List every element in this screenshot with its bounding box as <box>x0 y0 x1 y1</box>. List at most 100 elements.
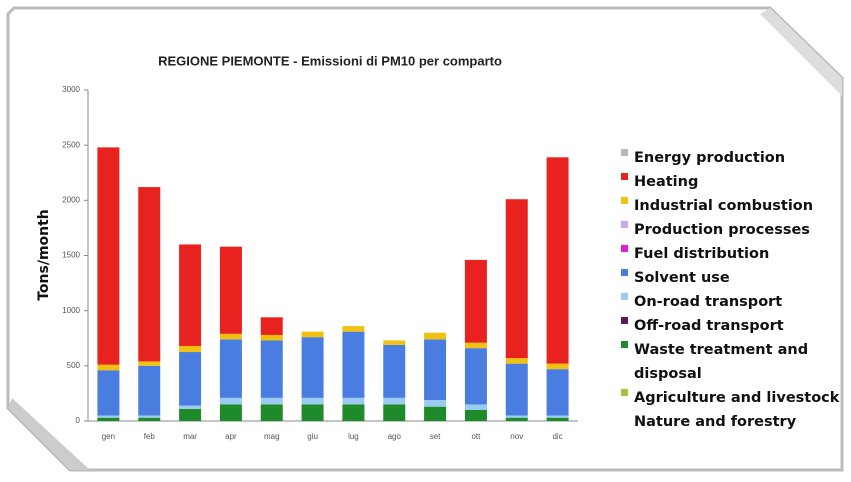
legend-swatch <box>621 317 628 324</box>
bar-segment <box>546 417 569 421</box>
bar-segment <box>342 404 365 421</box>
legend-item: Fuel distribution <box>621 242 851 266</box>
legend: Energy production Heating Industrial combu… <box>621 146 851 434</box>
bar-segment <box>260 334 283 341</box>
bar-segment <box>424 332 447 340</box>
y-tick-label: 0 <box>76 416 81 425</box>
bar-segment <box>219 404 242 421</box>
legend-label: Heating <box>634 174 699 190</box>
bar-segment <box>97 370 120 416</box>
legend-item: On-road transport <box>621 290 851 314</box>
bar-segment <box>138 415 161 418</box>
frame <box>6 6 844 472</box>
legend-item: Production processes <box>621 218 851 242</box>
legend-item: Solvent use <box>621 266 851 290</box>
bar-segment <box>301 397 324 405</box>
y-tick-label: 1000 <box>62 306 80 315</box>
x-tick-label: lug <box>348 432 359 441</box>
bar-segment <box>383 340 406 345</box>
bar-segment <box>464 259 487 343</box>
bar-segment <box>138 365 161 416</box>
bar-segment <box>97 364 120 371</box>
bar-segment <box>546 157 569 364</box>
legend-swatch <box>621 341 628 348</box>
bar-segment <box>546 369 569 416</box>
bar-segment <box>424 406 447 421</box>
bar-segment <box>97 147 120 365</box>
bar-segment <box>383 344 406 398</box>
legend-label: Fuel distribution <box>634 246 770 262</box>
x-tick-label: set <box>430 432 441 441</box>
legend-swatch <box>621 293 628 300</box>
legend-swatch <box>621 197 628 204</box>
bar-segment <box>219 397 242 405</box>
chart-title: REGIONE PIEMONTE - Emissioni di PM10 per… <box>158 53 502 68</box>
legend-item: Energy production <box>621 146 851 170</box>
legend-swatch <box>621 173 628 180</box>
legend-swatch <box>621 221 628 228</box>
x-tick-label: dic <box>552 432 562 441</box>
legend-label: Solvent use <box>634 270 730 286</box>
bar-segment <box>97 415 120 418</box>
bar-segment <box>219 339 242 398</box>
legend-label: On-road transport <box>634 294 783 310</box>
bar-segment <box>179 408 202 421</box>
legend-item: Agriculture and livestock <box>621 386 851 410</box>
bar-segment <box>505 363 528 416</box>
bar-segment <box>505 415 528 418</box>
bar-segment <box>179 405 202 409</box>
bar-segment <box>138 417 161 421</box>
y-tick-label: 2000 <box>62 195 80 204</box>
bar-segment <box>464 342 487 349</box>
frame-corner <box>760 8 842 96</box>
bar-segment <box>464 404 487 410</box>
legend-swatch <box>621 245 628 252</box>
bar-segment <box>179 345 202 353</box>
bar-segment <box>260 404 283 421</box>
legend-label: Production processes <box>634 222 810 238</box>
bar-segment <box>260 317 283 335</box>
frame-corner <box>8 398 90 470</box>
bar-segment <box>219 246 242 334</box>
x-tick-label: gen <box>102 432 115 441</box>
bar-segment <box>342 326 365 332</box>
bar-segment <box>342 331 365 398</box>
bar-segment <box>424 400 447 407</box>
x-tick-label: feb <box>144 432 156 441</box>
legend-item: Heating <box>621 170 851 194</box>
bar-segment <box>546 415 569 418</box>
x-tick-label: mar <box>183 432 197 441</box>
bar-segment <box>383 397 406 405</box>
bar-segment <box>301 404 324 421</box>
legend-label: Off-road transport <box>634 318 784 334</box>
x-tick-label: apr <box>225 432 237 441</box>
legend-label: Waste treatment and disposal <box>634 342 809 382</box>
bar-segment <box>505 358 528 364</box>
bar-segment <box>505 417 528 421</box>
bar-segment <box>138 361 161 366</box>
bar-segment <box>505 199 528 359</box>
bar-segment <box>464 409 487 421</box>
y-tick-label: 3000 <box>62 85 80 94</box>
bar-segment <box>260 397 283 405</box>
legend-swatch <box>621 389 628 396</box>
legend-label: Agriculture and livestock <box>634 390 840 406</box>
y-tick-label: 1500 <box>62 251 80 260</box>
bar-segment <box>179 352 202 406</box>
bar-segment <box>301 331 324 338</box>
x-tick-label: ott <box>471 432 481 441</box>
y-axis-label: Tons/month <box>36 209 52 301</box>
bar-segment <box>260 340 283 398</box>
x-tick-label: ago <box>388 432 402 441</box>
y-tick-label: 500 <box>67 361 81 370</box>
bar-segment <box>301 337 324 398</box>
legend-item: Nature and forestry <box>634 410 851 434</box>
legend-swatch <box>621 149 628 156</box>
bar-segment <box>383 404 406 421</box>
legend-item: Industrial combustion <box>621 194 851 218</box>
bar-segment <box>342 397 365 405</box>
legend-item: Off-road transport <box>621 314 851 338</box>
x-tick-label: giu <box>307 432 318 441</box>
legend-label: Industrial combustion <box>634 198 814 214</box>
